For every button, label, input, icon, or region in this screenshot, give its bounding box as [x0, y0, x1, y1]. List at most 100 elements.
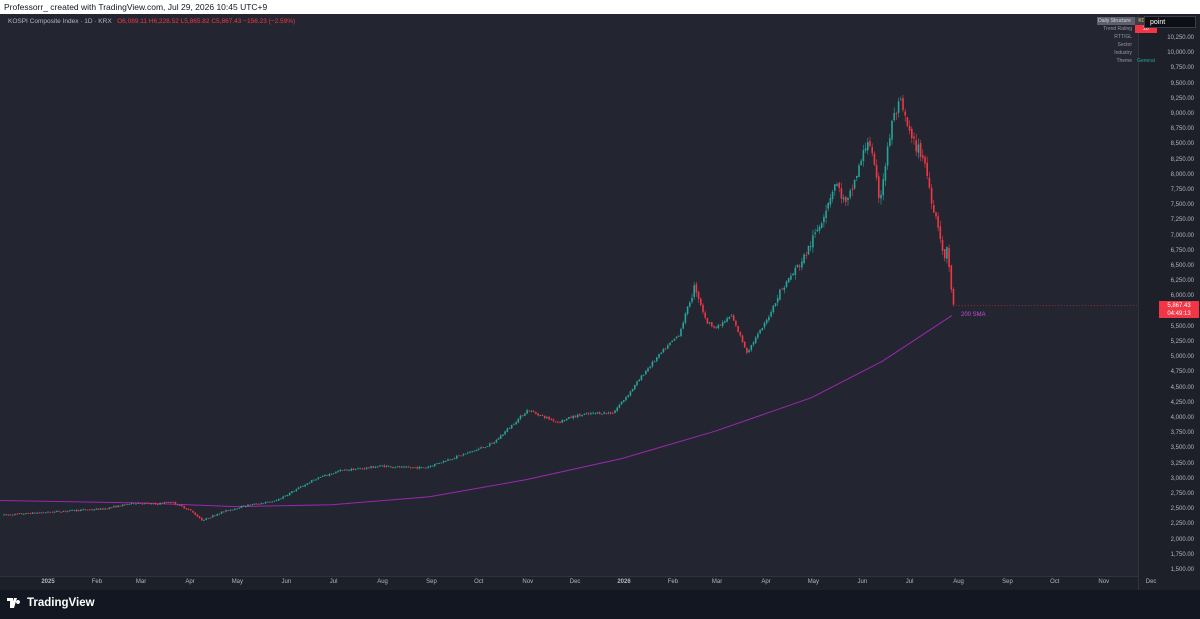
price-tick-label: 3,250.00: [1170, 460, 1194, 467]
candle: [561, 419, 564, 423]
candle: [82, 508, 84, 511]
candle-body: [853, 179, 856, 189]
candle-body: [218, 513, 221, 515]
candle-body: [893, 113, 895, 121]
candle-body: [823, 216, 825, 223]
candle: [853, 179, 856, 190]
candle: [616, 406, 618, 413]
candle-body: [946, 246, 948, 259]
candle: [405, 465, 407, 468]
candle: [559, 421, 561, 424]
candle-body: [882, 179, 884, 196]
candle-body: [297, 487, 300, 490]
tradingview-logo[interactable]: TradingView: [7, 597, 95, 609]
candle: [684, 312, 687, 325]
candle-body: [135, 503, 137, 505]
candle-body: [196, 514, 199, 517]
price-plot[interactable]: [0, 14, 1138, 576]
candle: [581, 414, 583, 417]
candle-body: [130, 502, 133, 504]
candle: [330, 473, 333, 475]
candle: [601, 413, 603, 415]
candle-body: [829, 197, 832, 205]
candle: [7, 514, 10, 516]
candle-body: [315, 479, 317, 481]
candle: [851, 184, 854, 196]
candle: [370, 465, 372, 469]
candle: [528, 410, 531, 412]
candle: [895, 111, 898, 120]
candle: [618, 403, 621, 409]
candle-body: [80, 509, 82, 512]
time-axis[interactable]: [0, 576, 1138, 590]
axis-mode-button[interactable]: point: [1144, 16, 1196, 28]
candle: [563, 419, 566, 422]
candle-body: [187, 508, 190, 510]
candle-body: [434, 463, 436, 466]
candle-body: [99, 508, 102, 510]
candle: [45, 512, 47, 514]
candle-body: [201, 518, 203, 521]
chart-area[interactable]: KOSPI Composite Index · 1D · KRX O6,089.…: [0, 14, 1200, 590]
candle-body: [157, 504, 159, 505]
candle: [438, 462, 440, 464]
candle-body: [40, 512, 43, 514]
candle: [820, 221, 823, 229]
candle: [847, 196, 849, 206]
candle: [126, 503, 128, 506]
candle-body: [897, 101, 900, 113]
candle: [719, 324, 722, 326]
candle-body: [737, 326, 739, 332]
candle: [337, 470, 339, 473]
candle: [486, 446, 489, 447]
candle: [823, 213, 825, 228]
candle-body: [935, 212, 937, 217]
candle: [135, 503, 137, 505]
candle-body: [768, 316, 770, 321]
candle: [56, 510, 58, 513]
candle: [779, 288, 781, 301]
candle: [236, 508, 238, 510]
candle-body: [238, 507, 240, 509]
candle: [724, 320, 726, 324]
candle: [34, 512, 36, 514]
candle: [675, 336, 678, 340]
candle: [359, 467, 361, 470]
candle-body: [91, 509, 93, 511]
candle-body: [370, 466, 372, 468]
candle: [689, 301, 691, 308]
candle-body: [917, 144, 920, 153]
candle: [891, 119, 893, 145]
last-price-badge: 5,867.43 04:49:13: [1159, 301, 1199, 319]
candle-body: [596, 412, 599, 414]
candle: [352, 468, 355, 471]
price-tick-label: 6,000.00: [1170, 293, 1194, 300]
candle-body: [746, 347, 748, 353]
candle: [62, 510, 65, 513]
candle-body: [374, 467, 377, 468]
candle-body: [678, 335, 680, 337]
price-tick-label: 9,000.00: [1170, 111, 1194, 117]
info-row-industry: Industry: [1097, 49, 1157, 57]
candle-body: [69, 510, 71, 511]
info-key: Trend Rating: [1103, 26, 1132, 32]
candle: [783, 285, 786, 294]
candle-body: [798, 266, 801, 267]
candle-body: [928, 177, 931, 188]
candle: [124, 504, 126, 506]
candle-body: [262, 503, 265, 505]
candle-body: [60, 512, 62, 513]
candle-body: [669, 342, 671, 345]
candle-body: [203, 520, 205, 521]
candle-body: [743, 341, 746, 348]
candle: [310, 479, 313, 483]
candle-body: [143, 503, 146, 504]
candle: [625, 395, 627, 402]
candle: [842, 194, 845, 203]
symbol-legend[interactable]: KOSPI Composite Index · 1D · KRX O6,089.…: [8, 18, 295, 25]
candle: [165, 501, 168, 503]
candle: [172, 501, 174, 503]
candle: [809, 241, 812, 252]
candle-body: [761, 327, 764, 331]
candle: [451, 458, 454, 461]
